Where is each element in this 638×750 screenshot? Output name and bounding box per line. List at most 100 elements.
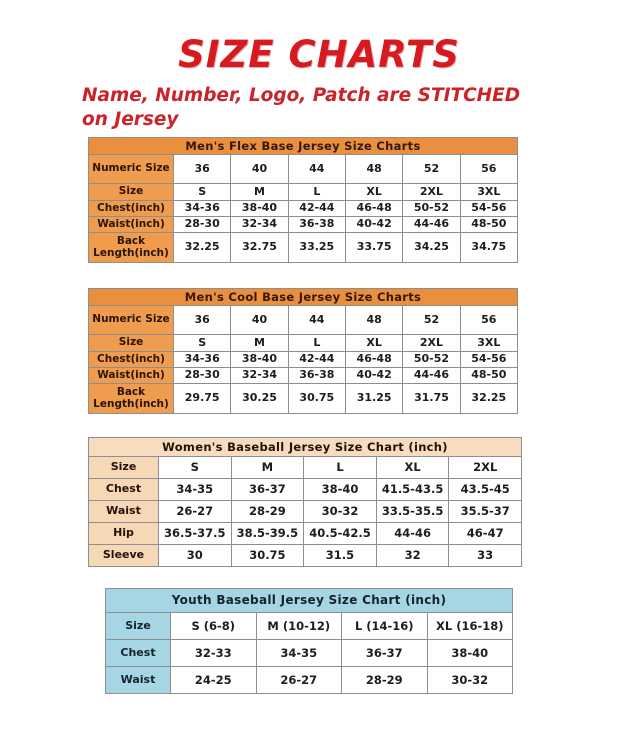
- table-cell: 28-29: [341, 666, 428, 694]
- table-cell: XL: [375, 456, 450, 479]
- table-row: Chest(inch) 34-36 38-40 42-44 46-48 50-5…: [88, 200, 519, 217]
- table-cell: 34.75: [459, 232, 519, 263]
- table-cell: 38-40: [303, 478, 377, 501]
- table-row: Numeric Size 36 40 44 48 52 56: [88, 305, 519, 335]
- table-cell: 28-29: [230, 500, 305, 523]
- table-row: Chest(inch) 34-36 38-40 42-44 46-48 50-5…: [88, 351, 519, 368]
- table-row: Sleeve 30 30.75 31.5 32 33: [88, 544, 522, 567]
- table-cell: 32-34: [230, 367, 289, 384]
- table-cell: 52: [402, 305, 461, 335]
- table-cell: 32-33: [170, 639, 257, 667]
- table-cell: 3XL: [459, 183, 519, 201]
- table-cell: 36: [172, 305, 232, 335]
- table-cell: L: [287, 334, 346, 352]
- table-cell: 38.5-39.5: [230, 522, 305, 545]
- table-cell: 40: [230, 305, 289, 335]
- row-label: Waist: [105, 666, 171, 694]
- table-row: Size S M L XL 2XL 3XL: [88, 183, 519, 201]
- table-cell: S: [172, 183, 232, 201]
- table-cell: 40-42: [344, 216, 404, 233]
- table-row: Chest 34-35 36-37 38-40 41.5-43.5 43.5-4…: [88, 478, 522, 501]
- table-cell: L: [303, 456, 377, 479]
- table-cell: 54-56: [459, 200, 519, 217]
- table-cell: 35.5-37: [448, 500, 522, 523]
- table-cell: 36-38: [287, 367, 346, 384]
- page-title: SIZE CHARTS: [178, 33, 460, 76]
- table-row: Numeric Size 36 40 44 48 52 56: [88, 154, 519, 184]
- table-row: Waist(inch) 28-30 32-34 36-38 40-42 44-4…: [88, 367, 519, 384]
- table-title: Men's Flex Base Jersey Size Charts: [88, 137, 518, 155]
- table-cell: 38-40: [426, 639, 513, 667]
- document-heading: SIZE CHARTS Name, Number, Logo, Patch ar…: [0, 33, 638, 131]
- table-cell: S (6-8): [170, 612, 257, 640]
- table-cell: 33.25: [287, 232, 346, 263]
- table-cell: 26-27: [255, 666, 342, 694]
- table-cell: 40-42: [344, 367, 404, 384]
- table-cell: 54-56: [459, 351, 519, 368]
- table-cell: M: [230, 456, 305, 479]
- table-row: Size S (6-8) M (10-12) L (14-16) XL (16-…: [105, 612, 513, 640]
- row-label: Back Length(inch): [88, 232, 174, 263]
- table-cell: XL (16-18): [426, 612, 513, 640]
- table-cell: L (14-16): [341, 612, 428, 640]
- table-cell: 38-40: [230, 351, 289, 368]
- table-cell: 26-27: [158, 500, 232, 523]
- table-cell: 32.75: [230, 232, 289, 263]
- row-label: Chest(inch): [88, 200, 174, 217]
- row-label: Waist: [88, 500, 159, 523]
- womens-baseball-size-table: Women's Baseball Jersey Size Chart (inch…: [88, 437, 522, 567]
- table-cell: 31.25: [344, 383, 404, 414]
- table-title: Women's Baseball Jersey Size Chart (inch…: [88, 437, 522, 457]
- table-cell: 34-36: [172, 351, 232, 368]
- table-cell: 33.5-35.5: [375, 500, 450, 523]
- table-cell: 44-46: [402, 216, 461, 233]
- table-cell: 46-48: [344, 200, 404, 217]
- table-cell: 44: [287, 305, 346, 335]
- row-label: Hip: [88, 522, 159, 545]
- table-cell: S: [172, 334, 232, 352]
- table-cell: XL: [344, 183, 404, 201]
- table-row: Hip 36.5-37.5 38.5-39.5 40.5-42.5 44-46 …: [88, 522, 522, 545]
- table-cell: 34-36: [172, 200, 232, 217]
- table-cell: 30.75: [230, 544, 305, 567]
- table-cell: 36.5-37.5: [158, 522, 232, 545]
- table-cell: S: [158, 456, 232, 479]
- table-cell: 30.75: [287, 383, 346, 414]
- table-cell: 36: [172, 154, 232, 184]
- table-title: Men's Cool Base Jersey Size Charts: [88, 288, 518, 306]
- table-cell: 28-30: [172, 367, 232, 384]
- table-row: Back Length(inch) 29.75 30.25 30.75 31.2…: [88, 383, 519, 414]
- table-cell: 31.5: [303, 544, 377, 567]
- table-cell: 32.25: [172, 232, 232, 263]
- table-cell: 2XL: [448, 456, 522, 479]
- table-cell: 36-38: [287, 216, 346, 233]
- table-cell: 29.75: [172, 383, 232, 414]
- table-cell: 46-48: [344, 351, 404, 368]
- table-cell: 30.25: [230, 383, 289, 414]
- row-label: Size: [88, 456, 159, 479]
- table-cell: 50-52: [402, 351, 461, 368]
- table-cell: 42-44: [287, 200, 346, 217]
- table-cell: 36-37: [341, 639, 428, 667]
- table-row: Waist 26-27 28-29 30-32 33.5-35.5 35.5-3…: [88, 500, 522, 523]
- table-cell: 44-46: [402, 367, 461, 384]
- mens-flex-base-size-table: Men's Flex Base Jersey Size Charts Numer…: [88, 137, 519, 263]
- table-cell: 48: [344, 154, 404, 184]
- table-cell: 2XL: [402, 334, 461, 352]
- row-label: Chest(inch): [88, 351, 174, 368]
- table-cell: 33.75: [344, 232, 404, 263]
- table-cell: 2XL: [402, 183, 461, 201]
- page-subtitle: Name, Number, Logo, Patch are STITCHED o…: [82, 84, 521, 130]
- table-cell: 48-50: [459, 367, 519, 384]
- table-cell: 46-47: [448, 522, 522, 545]
- row-label: Sleeve: [88, 544, 159, 567]
- table-cell: 28-30: [172, 216, 232, 233]
- table-cell: 32-34: [230, 216, 289, 233]
- row-label: Numeric Size: [88, 154, 174, 184]
- table-row: Size S M L XL 2XL: [88, 456, 522, 479]
- table-cell: 41.5-43.5: [375, 478, 450, 501]
- row-label: Back Length(inch): [88, 383, 174, 414]
- table-cell: 30-32: [426, 666, 513, 694]
- table-cell: 56: [459, 305, 519, 335]
- table-cell: 3XL: [459, 334, 519, 352]
